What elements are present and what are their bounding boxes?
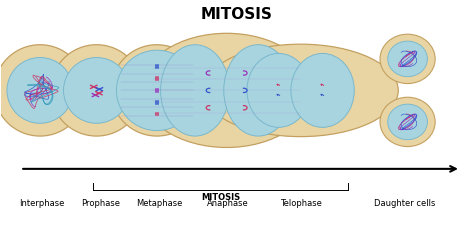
Ellipse shape	[247, 53, 310, 127]
Ellipse shape	[388, 104, 428, 140]
Ellipse shape	[0, 45, 86, 136]
Text: MITOSIS: MITOSIS	[201, 193, 240, 202]
Text: Prophase: Prophase	[81, 199, 120, 208]
Ellipse shape	[117, 50, 197, 131]
Text: MITOSIS: MITOSIS	[201, 7, 273, 22]
Ellipse shape	[51, 45, 143, 136]
Ellipse shape	[140, 33, 313, 147]
Ellipse shape	[388, 41, 428, 77]
Text: Interphase: Interphase	[19, 199, 64, 208]
Ellipse shape	[111, 45, 203, 136]
Ellipse shape	[291, 53, 354, 127]
Text: Daughter cells: Daughter cells	[374, 199, 435, 208]
Ellipse shape	[380, 97, 435, 146]
Text: Metaphase: Metaphase	[136, 199, 182, 208]
Ellipse shape	[224, 45, 292, 136]
Text: Anaphase: Anaphase	[207, 199, 248, 208]
Ellipse shape	[380, 34, 435, 83]
Text: Telophase: Telophase	[280, 199, 321, 208]
Ellipse shape	[64, 58, 130, 123]
Ellipse shape	[7, 58, 73, 123]
Ellipse shape	[161, 45, 229, 136]
Ellipse shape	[203, 44, 398, 137]
